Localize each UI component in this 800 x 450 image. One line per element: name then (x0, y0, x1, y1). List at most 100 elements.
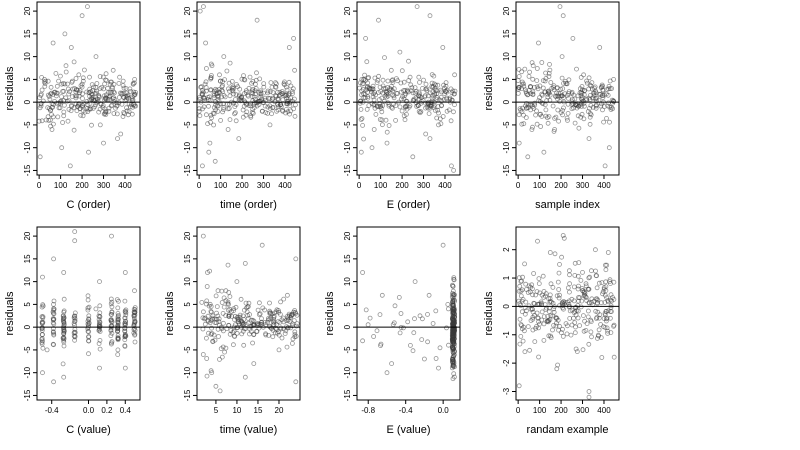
scatter-point (560, 233, 566, 238)
scatter-point (451, 353, 457, 359)
scatter-point (66, 98, 72, 104)
scatter-point (247, 74, 253, 80)
y-tick-label: 2 (502, 247, 511, 252)
scatter-point (110, 86, 115, 91)
scatter-point (611, 279, 617, 285)
scatter-point (115, 352, 121, 358)
scatter-point (219, 354, 225, 360)
scatter-point (66, 91, 72, 97)
scatter-point (598, 335, 604, 341)
scatter-point (212, 337, 218, 343)
scatter-point (542, 78, 548, 84)
y-axis-label: residuals (164, 66, 176, 111)
scatter-point (213, 320, 219, 326)
scatter-point (220, 79, 225, 85)
scatter-point (212, 158, 218, 164)
scatter-point (552, 93, 558, 99)
scatter-point (576, 283, 581, 289)
scatter-point (289, 89, 295, 94)
scatter-point (292, 310, 298, 315)
scatter-point (600, 95, 606, 100)
scatter-point (530, 124, 535, 130)
scatter-point (392, 303, 398, 309)
scatter-point (436, 122, 441, 128)
scatter-point (601, 119, 606, 125)
scatter-point (443, 83, 449, 89)
scatter-point (525, 92, 531, 97)
scatter-point (401, 79, 407, 85)
scatter-point (39, 319, 45, 325)
scatter-point (109, 299, 115, 305)
scatter-point (74, 108, 80, 114)
scatter-point (429, 95, 435, 101)
scatter-point (537, 83, 543, 89)
scatter-point (109, 233, 114, 239)
scatter-point (565, 111, 571, 116)
scatter-point (589, 334, 594, 340)
scatter-point (239, 331, 245, 337)
y-tick-label: 0 (23, 324, 32, 329)
x-tick-label: -0.8 (361, 406, 375, 415)
scatter-point (579, 298, 585, 304)
scatter-point (441, 97, 447, 102)
scatter-point (606, 100, 611, 106)
y-tick-label: 5 (343, 302, 352, 307)
scatter-point (530, 76, 536, 82)
scatter-point (203, 40, 209, 46)
scatter-point (46, 94, 52, 99)
x-axis-label: C (order) (66, 199, 110, 211)
scatter-point (269, 326, 275, 331)
scatter-point (607, 119, 612, 125)
scatter-point (521, 81, 526, 87)
scatter-point (229, 313, 235, 319)
scatter-point (593, 308, 599, 314)
scatter-point (554, 293, 560, 299)
y-tick-label: -15 (502, 164, 511, 176)
scatter-point (574, 349, 580, 355)
scatter-point (406, 58, 411, 64)
scatter-point (251, 318, 257, 324)
y-axis-label: residuals (324, 291, 336, 336)
scatter-point (50, 40, 56, 46)
scatter-point (46, 118, 52, 123)
scatter-point (117, 74, 122, 80)
scatter-point (51, 301, 56, 307)
x-tick-label: -0.4 (399, 406, 413, 415)
scatter-point (384, 140, 390, 146)
scatter-point (247, 312, 252, 317)
scatter-point (207, 320, 213, 326)
scatter-point (530, 89, 536, 95)
scatter-point (203, 112, 209, 118)
scatter-point (51, 306, 57, 312)
scatter-point (235, 316, 241, 322)
scatter-point (61, 339, 67, 345)
scatter-point (96, 317, 102, 322)
scatter-point (86, 149, 91, 155)
points-group (516, 4, 617, 169)
scatter-point (220, 328, 226, 334)
scatter-point (70, 94, 75, 99)
scatter-point (379, 95, 385, 101)
scatter-point (540, 273, 546, 279)
scatter-point (239, 322, 245, 327)
scatter-point (548, 313, 554, 319)
scatter-point (132, 339, 138, 345)
scatter-point (548, 80, 554, 85)
scatter-point (360, 270, 366, 275)
scatter-point (541, 314, 547, 320)
scatter-point (583, 281, 589, 287)
scatter-point (48, 91, 53, 97)
scatter-point (204, 356, 210, 361)
scatter-point (203, 66, 209, 71)
scatter-point (534, 121, 540, 127)
scatter-point (109, 304, 115, 310)
scatter-point (585, 314, 591, 320)
scatter-point (268, 315, 274, 321)
x-tick-label: 0.4 (120, 406, 132, 415)
scatter-point (259, 316, 264, 322)
scatter-point (546, 309, 552, 314)
scatter-point (109, 309, 115, 315)
plot-frame (515, 1, 620, 176)
scatter-point (221, 54, 227, 59)
scatter-point (211, 95, 217, 101)
